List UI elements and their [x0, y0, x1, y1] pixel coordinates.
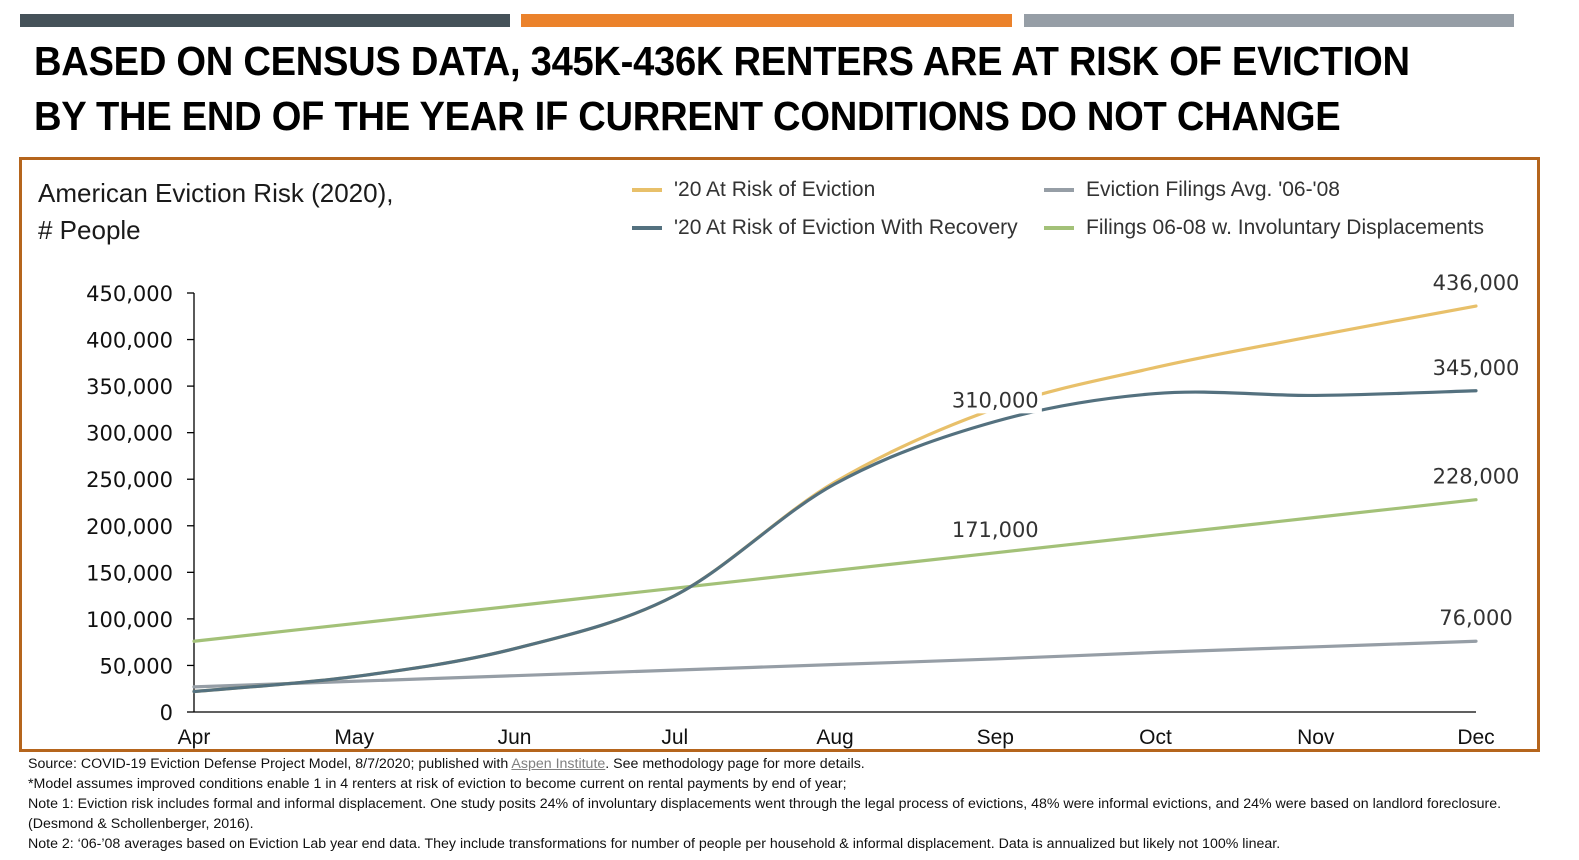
legend-item-involuntary: Filings 06-08 w. Involuntary Displacemen… — [1044, 216, 1484, 240]
x-tick-label: Sep — [977, 726, 1014, 749]
data-label-background — [948, 387, 1042, 414]
y-tick-label: 450,000 — [86, 282, 173, 306]
x-tick-label: Oct — [1139, 726, 1172, 749]
series-line-at-risk — [192, 304, 1478, 694]
legend-label-at-risk: '20 At Risk of Eviction — [674, 178, 876, 201]
chart-frame — [19, 157, 1540, 752]
data-label: 345,000 — [1433, 356, 1520, 380]
legend-swatch-at-risk-recovery — [632, 226, 662, 230]
note-2: Note 2: ‘06-’08 averages based on Evicti… — [28, 836, 1281, 852]
x-tick-label: May — [334, 726, 374, 749]
x-tick-label: Nov — [1297, 726, 1335, 749]
footer-notes: Source: COVID-19 Eviction Defense Projec… — [28, 754, 1558, 854]
data-label-background — [948, 516, 1042, 543]
accent-bar-gray — [1024, 14, 1514, 27]
data-labels: 436,000 345,000 228,000 76,000 310,000 171,00… — [948, 271, 1520, 630]
legend-swatch-filings-avg — [1044, 188, 1074, 192]
source-prefix: Source: COVID-19 Eviction Defense Projec… — [28, 756, 512, 772]
chart-title: American Eviction Risk (2020), # People — [38, 175, 393, 249]
accent-bar-orange — [521, 14, 1012, 27]
legend-label-at-risk-recovery: '20 At Risk of Eviction With Recovery — [674, 216, 1018, 239]
chart-title-line-1: American Eviction Risk (2020), — [38, 178, 394, 208]
x-tick-label: Apr — [178, 726, 211, 749]
source-suffix: . See methodology page for more details. — [605, 756, 865, 772]
data-label: 76,000 — [1439, 606, 1512, 630]
series-line-at-risk-recovery — [192, 389, 1478, 694]
y-tick-label: 300,000 — [86, 422, 173, 446]
data-label: 436,000 — [1433, 271, 1520, 295]
x-tick-label: Jun — [498, 726, 532, 749]
data-label: 228,000 — [1433, 465, 1520, 489]
y-tick-label: 100,000 — [86, 608, 173, 632]
legend-label-involuntary: Filings 06-08 w. Involuntary Displacemen… — [1086, 216, 1485, 239]
data-label: 171,000 — [952, 518, 1039, 542]
x-tick-label: Aug — [816, 726, 853, 749]
accent-bar-dark — [20, 14, 510, 27]
x-tick-label: Dec — [1457, 726, 1494, 749]
legend-item-at-risk: '20 At Risk of Eviction — [632, 178, 875, 202]
model-assumption-note: *Model assumes improved conditions enabl… — [28, 776, 847, 792]
legend-swatch-involuntary — [1044, 226, 1074, 230]
note-1: Note 1: Eviction risk includes formal an… — [28, 796, 1502, 832]
legend-item-filings-avg: Eviction Filings Avg. '06-'08 — [1044, 178, 1340, 202]
page-title: BASED ON CENSUS DATA, 345K-436K RENTERS … — [34, 34, 1438, 144]
x-tick-label: Jul — [661, 726, 688, 749]
y-tick-label: 400,000 — [86, 329, 173, 353]
y-axis: 0 50,000 100,000 150,000 200,000 250,000 300,0… — [86, 282, 195, 725]
page-title-line-2: BY THE END OF THE YEAR IF CURRENT CONDIT… — [34, 93, 1341, 139]
x-axis: Apr May Jun Jul Aug Sep Oct Nov Dec — [178, 711, 1495, 749]
series-line-filings-avg — [192, 639, 1478, 689]
y-tick-label: 0 — [160, 701, 173, 725]
legend-label-filings-avg: Eviction Filings Avg. '06-'08 — [1086, 178, 1340, 201]
legend-swatch-at-risk — [632, 188, 662, 192]
y-tick-label: 350,000 — [86, 375, 173, 399]
series-lines — [192, 304, 1478, 694]
y-tick-label: 50,000 — [100, 654, 173, 678]
aspen-institute-link[interactable]: Aspen Institute — [511, 756, 606, 772]
chart-title-line-2: # People — [38, 215, 141, 245]
y-tick-label: 250,000 — [86, 468, 173, 492]
legend-item-at-risk-recovery: '20 At Risk of Eviction With Recovery — [632, 216, 1018, 240]
source-note: Source: COVID-19 Eviction Defense Projec… — [28, 754, 1558, 774]
page-title-line-1: BASED ON CENSUS DATA, 345K-436K RENTERS … — [34, 38, 1410, 84]
series-line-involuntary — [192, 498, 1478, 643]
y-tick-label: 150,000 — [86, 561, 173, 585]
y-tick-label: 200,000 — [86, 515, 173, 539]
data-label: 310,000 — [952, 388, 1039, 412]
